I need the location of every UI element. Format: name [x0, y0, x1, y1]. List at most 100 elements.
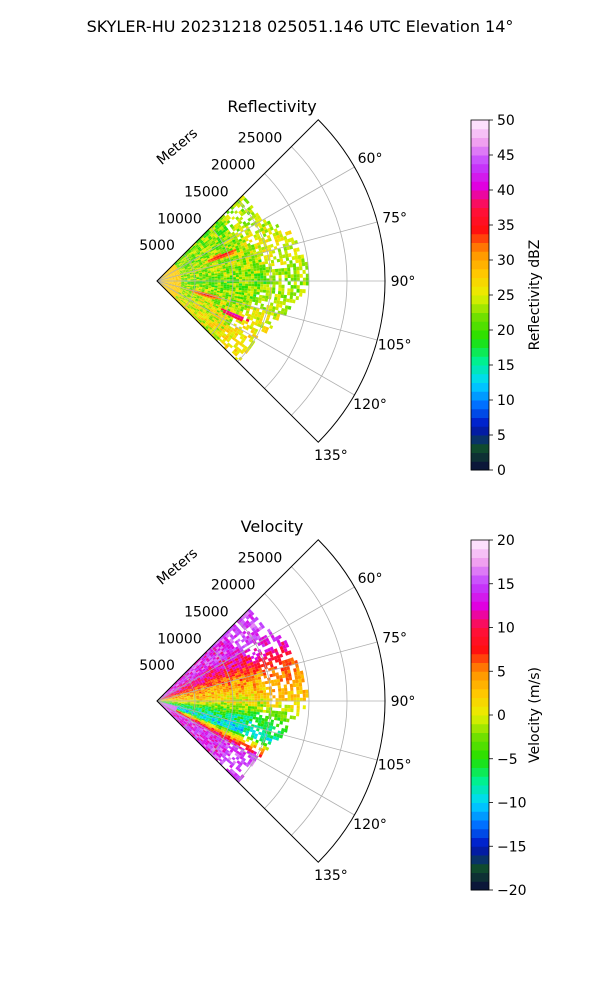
- reflectivity-cell: [187, 254, 191, 258]
- velocity-cell: [208, 673, 212, 677]
- reflectivity-cell: [193, 302, 197, 305]
- velocity-cell: [209, 740, 214, 744]
- velocity-cell: [161, 704, 165, 707]
- velocity-cell: [167, 693, 171, 696]
- reflectivity-cell: [210, 233, 214, 238]
- reflectivity-cell: [226, 288, 230, 291]
- velocity-cell: [196, 703, 200, 705]
- reflectivity-cell: [201, 271, 205, 273]
- velocity-cell: [238, 652, 243, 657]
- velocity-cell: [218, 674, 223, 678]
- reflectivity-cell: [301, 262, 306, 267]
- reflectivity-cell: [243, 297, 247, 301]
- velocity-cell: [280, 641, 285, 646]
- velocity-cell: [166, 702, 169, 704]
- reflectivity-cell: [296, 277, 300, 282]
- velocity-cell: [179, 683, 183, 686]
- reflectivity-cell: [215, 332, 220, 337]
- velocity-cell: [182, 682, 186, 685]
- reflectivity-cell: [173, 266, 177, 269]
- velocity-cell: [260, 723, 264, 727]
- reflectivity-cell: [188, 250, 192, 254]
- velocity-cell: [173, 714, 177, 717]
- reflectivity-cell: [197, 251, 201, 255]
- velocity-cell: [206, 744, 210, 748]
- colorbar-segment: [471, 321, 489, 331]
- velocity-cell: [202, 717, 206, 720]
- reflectivity-cell: [190, 275, 194, 277]
- reflectivity-cell: [279, 258, 284, 262]
- velocity-cell: [221, 644, 226, 648]
- reflectivity-cell: [233, 323, 237, 327]
- velocity-cell: [244, 724, 248, 729]
- reflectivity-cell: [169, 289, 173, 292]
- velocity-cell: [274, 682, 278, 686]
- reflectivity-cell: [242, 221, 247, 225]
- velocity-cell: [171, 695, 175, 697]
- reflectivity-cell: [219, 303, 223, 307]
- colorbar-segment: [471, 356, 489, 366]
- reflectivity-cell: [248, 239, 253, 243]
- reflectivity-cell: [178, 262, 182, 265]
- velocity-cell: [265, 710, 270, 714]
- reflectivity-cell: [254, 236, 259, 241]
- reflectivity-cell: [244, 267, 248, 270]
- velocity-cell: [248, 745, 253, 750]
- reflectivity-cell: [212, 236, 217, 241]
- reflectivity-cell: [247, 305, 251, 309]
- reflectivity-cell: [208, 306, 212, 309]
- reflectivity-cell: [174, 287, 177, 289]
- reflectivity-cell: [191, 254, 195, 257]
- reflectivity-cell: [244, 290, 248, 294]
- velocity-cell: [176, 684, 180, 687]
- reflectivity-cell: [175, 279, 179, 281]
- velocity-cell: [177, 705, 181, 707]
- reflectivity-cell: [203, 245, 208, 249]
- reflectivity-cell: [230, 327, 235, 331]
- reflectivity-cell: [253, 270, 257, 274]
- velocity-cell: [239, 696, 243, 700]
- reflectivity-cell: [265, 292, 269, 297]
- velocity-cell: [221, 749, 226, 754]
- reflectivity-cell: [170, 273, 174, 276]
- reflectivity-cell: [210, 257, 214, 261]
- velocity-cell: [284, 651, 289, 656]
- reflectivity-cell: [259, 270, 264, 274]
- velocity-cell: [236, 718, 241, 722]
- reflectivity-cell: [198, 269, 202, 272]
- reflectivity-cell: [194, 292, 198, 295]
- velocity-cell: [258, 720, 262, 724]
- velocity-cell: [200, 656, 204, 660]
- reflectivity-cell: [214, 287, 218, 290]
- reflectivity-cell: [238, 238, 243, 242]
- velocity-cell: [190, 697, 194, 699]
- azimuth-tick-label: 75°: [382, 210, 407, 226]
- colorbar-segment: [471, 225, 489, 235]
- reflectivity-cell: [206, 310, 210, 313]
- azimuth-tick-label: 90°: [391, 274, 416, 290]
- reflectivity-cell: [172, 281, 176, 282]
- reflectivity-cell: [260, 286, 264, 290]
- reflectivity-cell: [237, 224, 242, 229]
- velocity-cell: [201, 688, 205, 691]
- reflectivity-cell: [211, 235, 215, 239]
- velocity-cell: [181, 688, 185, 690]
- velocity-cell: [193, 727, 197, 731]
- velocity-cell: [241, 645, 246, 649]
- velocity-cell: [297, 674, 302, 680]
- reflectivity-cell: [182, 291, 185, 294]
- reflectivity-cell: [304, 261, 309, 266]
- reflectivity-cell: [235, 291, 239, 295]
- reflectivity-cell: [250, 293, 254, 297]
- velocity-cell: [251, 740, 256, 745]
- reflectivity-cell: [214, 282, 218, 285]
- velocity-cell: [180, 692, 184, 695]
- reflectivity-cell: [208, 321, 213, 326]
- reflectivity-cell: [241, 237, 245, 241]
- velocity-cell: [257, 704, 261, 707]
- reflectivity-cell: [229, 247, 233, 251]
- velocity-cell: [166, 692, 170, 695]
- velocity-cell: [165, 704, 169, 706]
- velocity-cell: [253, 685, 257, 689]
- reflectivity-cell: [281, 288, 285, 292]
